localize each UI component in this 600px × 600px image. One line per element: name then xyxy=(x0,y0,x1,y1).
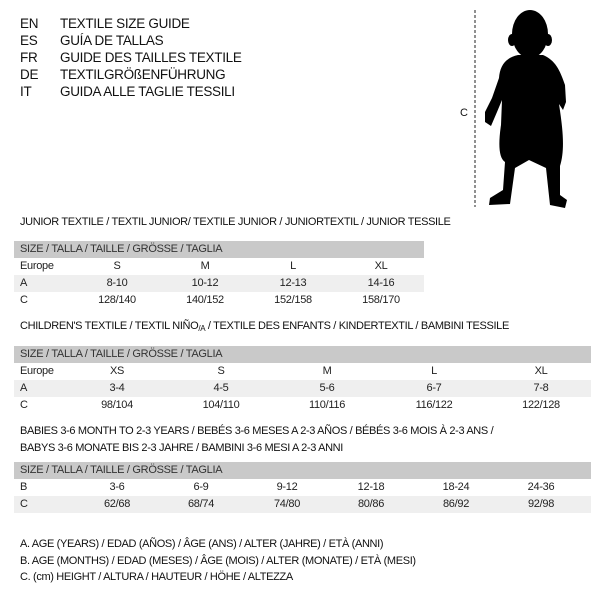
row-label: C xyxy=(20,294,28,306)
children-title-sub: /A xyxy=(198,324,206,333)
lang-code: IT xyxy=(20,84,32,99)
cell: L xyxy=(431,365,437,377)
junior-size-table: SIZE / TALLA / TAILLE / GRÖSSE / TAGLIA … xyxy=(14,241,424,309)
row-label: B xyxy=(20,481,28,493)
legend-item: A. AGE (YEARS) / EDAD (AÑOS) / ÂGE (ANS)… xyxy=(20,538,384,550)
measure-label: C xyxy=(460,107,468,119)
cell: 104/110 xyxy=(202,399,240,411)
lang-code: FR xyxy=(20,50,38,65)
lang-title: GUIDA ALLE TAGLIE TESSILI xyxy=(60,84,235,99)
child-silhouette-icon xyxy=(474,10,567,208)
table-row: B 3-6 6-9 9-12 12-18 18-24 24-36 xyxy=(14,479,591,496)
lang-code: EN xyxy=(20,16,39,31)
lang-code: DE xyxy=(20,67,39,82)
table-row: C 98/104 104/110 110/116 116/122 122/128 xyxy=(14,397,591,414)
table-header-row: SIZE / TALLA / TAILLE / GRÖSSE / TAGLIA xyxy=(14,346,591,363)
row-label: A xyxy=(20,382,28,394)
cell: 10-12 xyxy=(191,277,219,289)
row-label: A xyxy=(20,277,28,289)
cell: 5-6 xyxy=(319,382,335,394)
cell: 6-7 xyxy=(426,382,442,394)
cell: 12-13 xyxy=(279,277,307,289)
children-title: CHILDREN'S TEXTILE / TEXTIL NIÑO/A / TEX… xyxy=(20,320,509,333)
cell: M xyxy=(200,260,210,272)
cell: 98/104 xyxy=(101,399,133,411)
lang-title: TEXTILGRÖßENFÜHRUNG xyxy=(60,67,226,82)
table-row: Europe XS S M L XL xyxy=(14,363,591,380)
cell: 4-5 xyxy=(213,382,229,394)
babies-title-line1: BABIES 3-6 MONTH TO 2-3 YEARS / BEBÉS 3-… xyxy=(20,425,494,437)
cell: 8-10 xyxy=(106,277,128,289)
children-size-table: SIZE / TALLA / TAILLE / GRÖSSE / TAGLIA … xyxy=(14,346,591,414)
cell: 140/152 xyxy=(186,294,224,306)
row-label: C xyxy=(20,399,28,411)
lang-code: ES xyxy=(20,33,38,48)
cell: 116/122 xyxy=(415,399,453,411)
table-header-row: SIZE / TALLA / TAILLE / GRÖSSE / TAGLIA xyxy=(14,241,424,258)
cell: 14-16 xyxy=(367,277,395,289)
table-row: A 8-10 10-12 12-13 14-16 xyxy=(14,275,424,292)
cell: 80/86 xyxy=(357,498,385,510)
legend-item: C. (cm) HEIGHT / ALTURA / HAUTEUR / HÖHE… xyxy=(20,571,293,583)
cell: 12-18 xyxy=(357,481,385,493)
row-label: C xyxy=(20,498,28,510)
row-label: Europe xyxy=(20,260,54,272)
cell: 68/74 xyxy=(187,498,215,510)
cell: 122/128 xyxy=(522,399,560,411)
cell: XL xyxy=(374,260,388,272)
cell: 7-8 xyxy=(533,382,549,394)
children-title-rest: / TEXTILE DES ENFANTS / KINDERTEXTIL / B… xyxy=(205,320,509,332)
table-header: SIZE / TALLA / TAILLE / GRÖSSE / TAGLIA xyxy=(20,348,223,360)
cell: 128/140 xyxy=(98,294,136,306)
cell: 74/80 xyxy=(273,498,301,510)
cell: M xyxy=(322,365,332,377)
cell: 18-24 xyxy=(442,481,470,493)
children-title-main: CHILDREN'S TEXTILE / TEXTIL NIÑO xyxy=(20,320,199,332)
table-header-row: SIZE / TALLA / TAILLE / GRÖSSE / TAGLIA xyxy=(14,462,591,479)
lang-title: GUIDE DES TAILLES TEXTILE xyxy=(60,50,242,65)
cell: S xyxy=(217,365,225,377)
cell: 92/98 xyxy=(527,498,555,510)
cell: 3-6 xyxy=(109,481,125,493)
cell: 62/68 xyxy=(103,498,131,510)
table-header: SIZE / TALLA / TAILLE / GRÖSSE / TAGLIA xyxy=(20,464,223,476)
row-label: Europe xyxy=(20,365,54,377)
table-row: A 3-4 4-5 5-6 6-7 7-8 xyxy=(14,380,591,397)
cell: XS xyxy=(109,365,125,377)
cell: 24-36 xyxy=(527,481,555,493)
cell: XL xyxy=(534,365,548,377)
cell: 3-4 xyxy=(109,382,125,394)
cell: 86/92 xyxy=(442,498,470,510)
babies-size-table: SIZE / TALLA / TAILLE / GRÖSSE / TAGLIA … xyxy=(14,462,591,513)
lang-title: GUÍA DE TALLAS xyxy=(60,33,164,48)
cell: 9-12 xyxy=(276,481,298,493)
junior-title: JUNIOR TEXTILE / TEXTIL JUNIOR/ TEXTILE … xyxy=(20,216,451,228)
babies-title-line2: BABYS 3-6 MONATE BIS 2-3 JAHRE / BAMBINI… xyxy=(20,442,343,454)
cell: S xyxy=(113,260,121,272)
table-row: C 128/140 140/152 152/158 158/170 xyxy=(14,292,424,309)
table-row: Europe S M L XL xyxy=(14,258,424,275)
cell: 152/158 xyxy=(274,294,312,306)
table-row: C 62/68 68/74 74/80 80/86 86/92 92/98 xyxy=(14,496,591,513)
table-header: SIZE / TALLA / TAILLE / GRÖSSE / TAGLIA xyxy=(20,243,223,255)
cell: L xyxy=(290,260,296,272)
legend-item: B. AGE (MONTHS) / EDAD (MESES) / ÂGE (MO… xyxy=(20,555,416,567)
cell: 158/170 xyxy=(362,294,400,306)
lang-title: TEXTILE SIZE GUIDE xyxy=(60,16,190,31)
cell: 6-9 xyxy=(193,481,209,493)
cell: 110/116 xyxy=(308,399,346,411)
